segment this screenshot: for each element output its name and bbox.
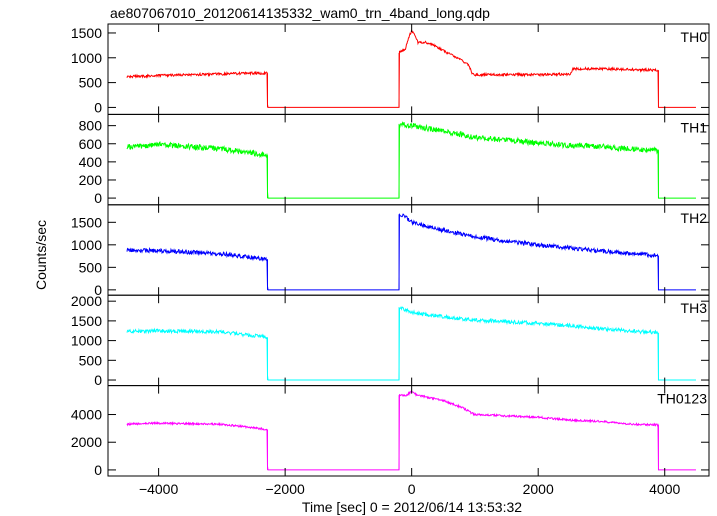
- y-tick-label: 0: [94, 99, 102, 115]
- x-tick-label: 4000: [649, 481, 680, 497]
- series-line-th1: [126, 121, 696, 199]
- x-tick-label: 2000: [523, 481, 554, 497]
- panel-th1: 0 200 400 600 800 TH1: [79, 113, 710, 206]
- y-tick-label: 1500: [71, 214, 102, 230]
- panel-label: TH1: [681, 119, 708, 135]
- panel-label: TH0123: [657, 391, 707, 407]
- y-tick-label: 400: [79, 154, 103, 170]
- panel-label: TH0: [681, 29, 708, 45]
- x-tick-label: −4000: [139, 481, 179, 497]
- y-tick-label: 2000: [71, 434, 102, 450]
- y-tick-label: 1000: [71, 333, 102, 349]
- y-tick-label: 0: [94, 372, 102, 388]
- x-tick-label: 0: [408, 481, 416, 497]
- y-tick-label: 0: [94, 462, 102, 478]
- y-tick-label: 1500: [71, 313, 102, 329]
- panel-frame: [107, 385, 710, 477]
- y-tick-label: 1500: [71, 25, 102, 41]
- y-tick-label: 500: [79, 75, 103, 91]
- series-line-th0123: [126, 389, 696, 471]
- panel-frame: [107, 294, 710, 387]
- y-tick-label: 500: [79, 259, 103, 275]
- series-line-th2: [126, 212, 696, 291]
- panel-th0123: 0 2000 4000 TH0123: [71, 385, 710, 478]
- y-tick-label: 0: [94, 282, 102, 298]
- x-axis-title: Time [sec] 0 = 2012/06/14 13:53:32: [302, 499, 522, 515]
- panel-group: 0 500 1000 1500 TH0 0 200 400 600 800 TH1 0 500 1000 1…: [71, 23, 710, 478]
- y-tick-label: 600: [79, 136, 103, 152]
- y-tick-label: 500: [79, 352, 103, 368]
- series-line-th0: [126, 29, 696, 108]
- y-tick-label: 800: [79, 118, 103, 134]
- y-tick-label: 1000: [71, 50, 102, 66]
- series-line-th3: [126, 305, 696, 381]
- y-tick-label: 4000: [71, 407, 102, 423]
- y-tick-label: 200: [79, 172, 103, 188]
- panel-th2: 0 500 1000 1500 TH2: [71, 204, 710, 298]
- x-tick-label: −2000: [265, 481, 305, 497]
- panel-th3: 0 500 1000 1500 2000 TH3: [71, 293, 710, 388]
- chart-title: ae807067010_20120614135332_wam0_trn_4ban…: [110, 5, 490, 21]
- panel-th0: 0 500 1000 1500 TH0: [71, 23, 710, 115]
- y-tick-label: 1000: [71, 237, 102, 253]
- panel-label: TH3: [681, 300, 708, 316]
- y-axis-title: Counts/sec: [33, 220, 49, 290]
- y-tick-label: 0: [94, 190, 102, 206]
- panel-label: TH2: [681, 210, 708, 226]
- x-tick-labels: −4000 −2000 0 2000 4000: [139, 481, 681, 497]
- y-tick-label: 2000: [71, 293, 102, 309]
